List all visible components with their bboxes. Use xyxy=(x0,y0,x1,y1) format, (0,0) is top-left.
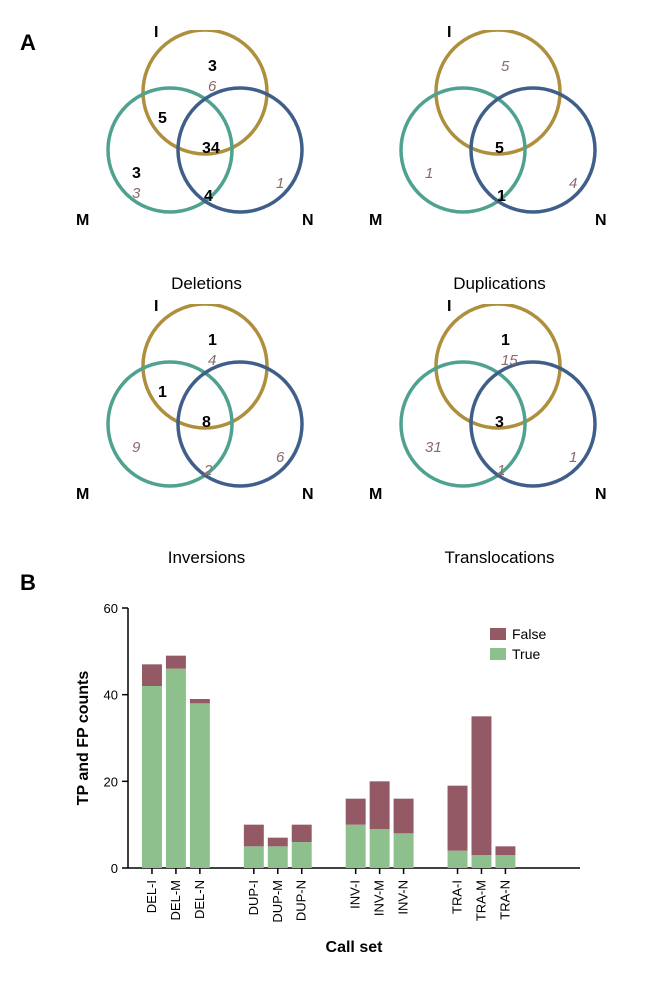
svg-text:TRA-N: TRA-N xyxy=(497,880,512,920)
svg-text:DUP-N: DUP-N xyxy=(294,880,309,921)
svg-text:Call set: Call set xyxy=(326,939,384,956)
venn-value: 1 xyxy=(425,165,433,182)
svg-text:TP and FP counts: TP and FP counts xyxy=(75,671,92,806)
svg-text:INV-I: INV-I xyxy=(348,880,363,909)
venn-set-label-I: I xyxy=(447,24,451,42)
venn-value: 4 xyxy=(208,352,216,369)
venn-duplications: IMN55114 xyxy=(373,30,623,280)
venn-set-label-N: N xyxy=(302,212,314,230)
venn-set-label-M: M xyxy=(76,486,89,504)
venn-value: 34 xyxy=(202,140,220,158)
panel-label-b: B xyxy=(20,570,36,596)
venn-value: 9 xyxy=(132,439,140,456)
venn-value: 4 xyxy=(569,175,577,192)
svg-text:INV-N: INV-N xyxy=(396,880,411,915)
venn-value: 5 xyxy=(501,58,509,75)
venn-set-label-N: N xyxy=(302,486,314,504)
svg-text:TRA-I: TRA-I xyxy=(450,880,465,914)
venn-inversions: IMN1418926 xyxy=(80,304,330,554)
venn-value: 2 xyxy=(204,462,212,479)
svg-text:DUP-I: DUP-I xyxy=(246,880,261,915)
venn-value: 1 xyxy=(497,188,506,206)
venn-value: 31 xyxy=(425,439,442,456)
svg-text:DEL-I: DEL-I xyxy=(144,880,159,913)
venn-value: 1 xyxy=(158,384,167,402)
venn-set-label-I: I xyxy=(154,24,158,42)
venn-set-label-I: I xyxy=(447,298,451,316)
svg-text:20: 20 xyxy=(104,774,118,789)
venn-value: 6 xyxy=(208,78,216,95)
venn-value: 1 xyxy=(501,332,510,350)
svg-text:TRA-M: TRA-M xyxy=(473,880,488,921)
svg-text:DEL-M: DEL-M xyxy=(168,880,183,920)
svg-text:INV-M: INV-M xyxy=(372,880,387,916)
panel-label-a: A xyxy=(20,30,36,56)
venn-value: 1 xyxy=(276,175,284,192)
venn-value: 1 xyxy=(569,449,577,466)
svg-text:True: True xyxy=(512,646,540,662)
venn-value: 6 xyxy=(276,449,284,466)
venn-value: 5 xyxy=(495,140,504,158)
venn-set-label-I: I xyxy=(154,298,158,316)
svg-text:0: 0 xyxy=(111,861,118,876)
venn-value: 3 xyxy=(208,58,217,76)
svg-text:60: 60 xyxy=(104,601,118,616)
venn-value: 3 xyxy=(132,185,140,202)
venn-grid: IMN365343341DeletionsIMN55114Duplication… xyxy=(80,30,626,568)
venn-set-label-N: N xyxy=(595,486,607,504)
venn-value: 15 xyxy=(501,352,518,369)
venn-value: 8 xyxy=(202,414,211,432)
venn-value: 3 xyxy=(495,414,504,432)
venn-value: 5 xyxy=(158,110,167,128)
svg-text:False: False xyxy=(512,626,546,642)
venn-set-label-M: M xyxy=(369,486,382,504)
svg-text:DEL-N: DEL-N xyxy=(192,880,207,919)
venn-translocations: IMN11533111 xyxy=(373,304,623,554)
venn-value: 4 xyxy=(204,188,213,206)
venn-set-label-M: M xyxy=(76,212,89,230)
barchart: 0 20 40 60 TP and FP counts DEL-I DEL-M DEL-N DU… xyxy=(70,598,626,963)
venn-value: 3 xyxy=(132,165,141,183)
venn-deletions: IMN365343341 xyxy=(80,30,330,280)
venn-set-label-N: N xyxy=(595,212,607,230)
svg-text:40: 40 xyxy=(104,688,118,703)
venn-value: 1 xyxy=(497,462,505,479)
venn-value: 1 xyxy=(208,332,217,350)
venn-set-label-M: M xyxy=(369,212,382,230)
svg-text:DUP-M: DUP-M xyxy=(270,880,285,923)
